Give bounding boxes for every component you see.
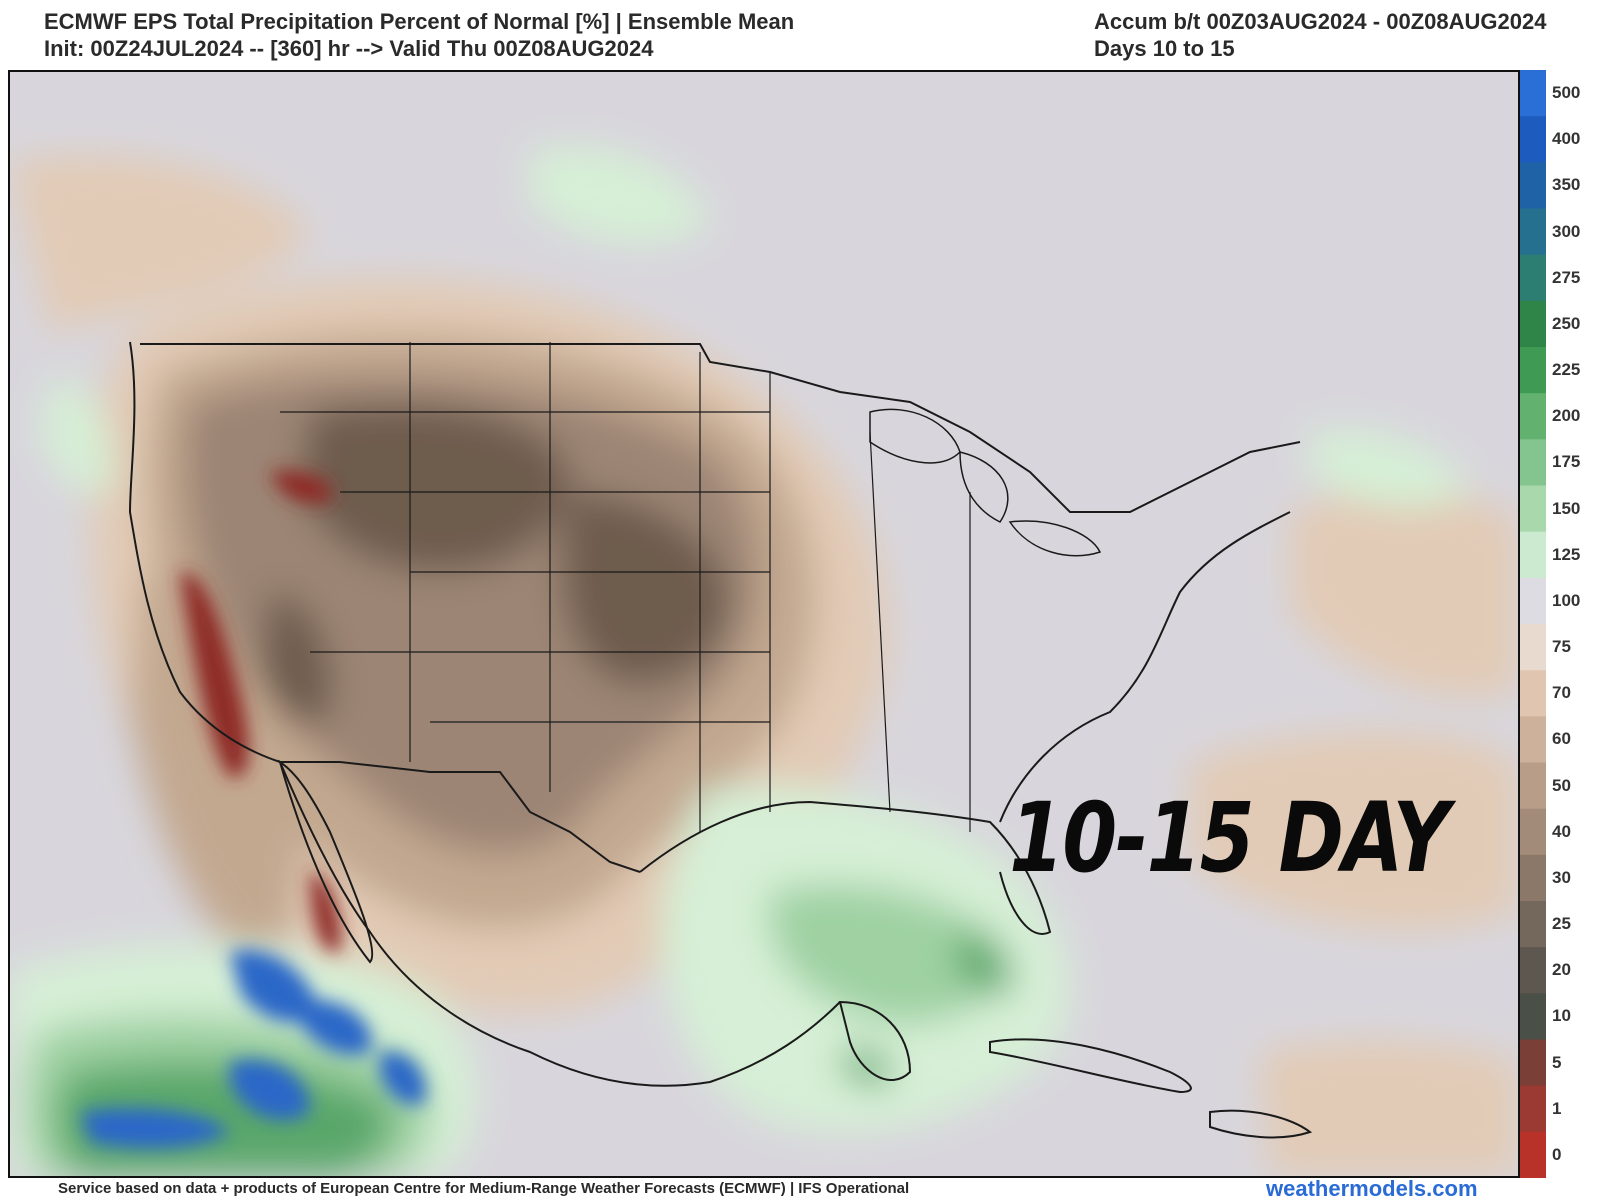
map-title: ECMWF EPS Total Precipitation Percent of… [44, 8, 794, 62]
color-scale-tick-label: 175 [1552, 452, 1581, 472]
color-scale-swatch [1520, 577, 1546, 625]
precip-region [130, 572, 303, 972]
site-watermark: weathermodels.com [1266, 1176, 1478, 1201]
precip-region [230, 950, 320, 1023]
precip-region [230, 1059, 310, 1121]
color-scale-swatch [1520, 70, 1546, 117]
color-scale-swatch [1520, 116, 1546, 163]
color-scale-swatch [1520, 854, 1546, 902]
precip-region [260, 592, 332, 727]
color-scale-tick-label: 250 [1552, 313, 1581, 333]
color-scale-tick-label: 100 [1552, 590, 1581, 610]
accum-days: Days 10 to 15 [1094, 36, 1235, 61]
canada-us-border [140, 343, 1301, 513]
precip-region [300, 1000, 372, 1055]
data-credit: Service based on data + products of Euro… [58, 1180, 910, 1197]
precip-region [530, 146, 710, 244]
precip-region [1190, 732, 1518, 931]
color-scale-swatch [1520, 531, 1546, 579]
precip-region [380, 1051, 426, 1105]
atlantic-coastline [999, 511, 1291, 823]
precip-region [180, 571, 249, 778]
color-scale-tick-label: 75 [1552, 637, 1571, 657]
precip-region [955, 932, 1013, 995]
precip-region [1260, 1041, 1518, 1176]
precip-region [40, 380, 112, 494]
gulf-coastline [639, 800, 1052, 935]
color-scale-swatch [1520, 993, 1546, 1040]
color-scale-tick-label: 150 [1552, 498, 1581, 518]
color-scale-tick-label: 50 [1552, 775, 1571, 795]
color-scale-tick-label: 275 [1552, 267, 1581, 287]
color-scale-tick-label: 20 [1552, 960, 1571, 980]
precipitation-map: 10-15 DAY [8, 70, 1520, 1178]
color-scale-tick-label: 125 [1552, 544, 1581, 564]
color-scale-tick-label: 1 [1552, 1098, 1562, 1118]
pacific-coastline [128, 341, 281, 763]
color-scale-swatch [1520, 254, 1546, 302]
precip-extremes [80, 471, 426, 1149]
color-scale-tick-label: 0 [1552, 1144, 1562, 1164]
map-canvas [10, 146, 1518, 1176]
color-scale-bar [1520, 70, 1546, 1178]
color-scale-swatch [1520, 901, 1546, 948]
color-scale-swatch [1520, 208, 1546, 256]
title-line-1: ECMWF EPS Total Precipitation Percent of… [44, 9, 795, 34]
color-scale-swatch [1520, 485, 1546, 533]
color-scale-tick-label: 225 [1552, 360, 1581, 380]
precip-field [10, 146, 1518, 1176]
color-scale-swatch [1520, 808, 1546, 856]
color-scale-tick-label: 350 [1552, 175, 1581, 195]
title-line-2: Init: 00Z24JUL2024 -- [360] hr --> Valid… [44, 36, 654, 61]
color-scale-swatch [1520, 300, 1546, 348]
color-scale-swatch [1520, 347, 1546, 394]
color-scale-swatch [1520, 762, 1546, 810]
color-scale-tick-label: 25 [1552, 914, 1571, 934]
color-scale-tick-label: 200 [1552, 406, 1581, 426]
color-scale-tick-label: 500 [1552, 83, 1581, 103]
forecast-range-label: 10-15 DAY [1009, 782, 1449, 894]
precip-region [270, 471, 332, 504]
precip-region [1290, 489, 1518, 698]
color-scale-swatch [1520, 947, 1546, 994]
accum-period: Accum b/t 00Z03AUG2024 - 00Z08AUG2024 [1094, 9, 1547, 34]
precip-region [1310, 430, 1470, 507]
color-scale-swatch [1520, 393, 1546, 440]
precip-region [562, 492, 730, 684]
color-scale-tick-label: 30 [1552, 867, 1571, 887]
precip-region [10, 155, 310, 332]
map-boundaries [128, 341, 1313, 1139]
color-scale-tick-label: 60 [1552, 729, 1571, 749]
color-scale-tick-label: 300 [1552, 221, 1581, 241]
precip-region [300, 404, 570, 572]
color-scale-tick-label: 5 [1552, 1052, 1562, 1072]
color-scale-swatch [1520, 624, 1546, 671]
color-scale-tick-label: 400 [1552, 129, 1581, 149]
color-scale-swatch [1520, 439, 1546, 486]
us-mexico-border [280, 761, 641, 873]
accumulation-info: Accum b/t 00Z03AUG2024 - 00Z08AUG2024 Da… [1094, 8, 1546, 62]
color-scale-swatch [1520, 1131, 1546, 1178]
mexico-coastline [279, 761, 841, 1087]
color-scale-swatch [1520, 716, 1546, 763]
precip-region [310, 872, 341, 953]
precip-region [80, 1108, 230, 1149]
precip-region [768, 884, 1002, 1024]
color-scale-swatch [1520, 1039, 1546, 1087]
color-scale-swatch [1520, 1085, 1546, 1133]
color-scale-tick-label: 40 [1552, 821, 1571, 841]
color-scale-swatch [1520, 162, 1546, 209]
color-scale-swatch [1520, 670, 1546, 717]
color-scale-tick-label: 10 [1552, 1006, 1571, 1026]
color-scale-tick-label: 70 [1552, 683, 1571, 703]
